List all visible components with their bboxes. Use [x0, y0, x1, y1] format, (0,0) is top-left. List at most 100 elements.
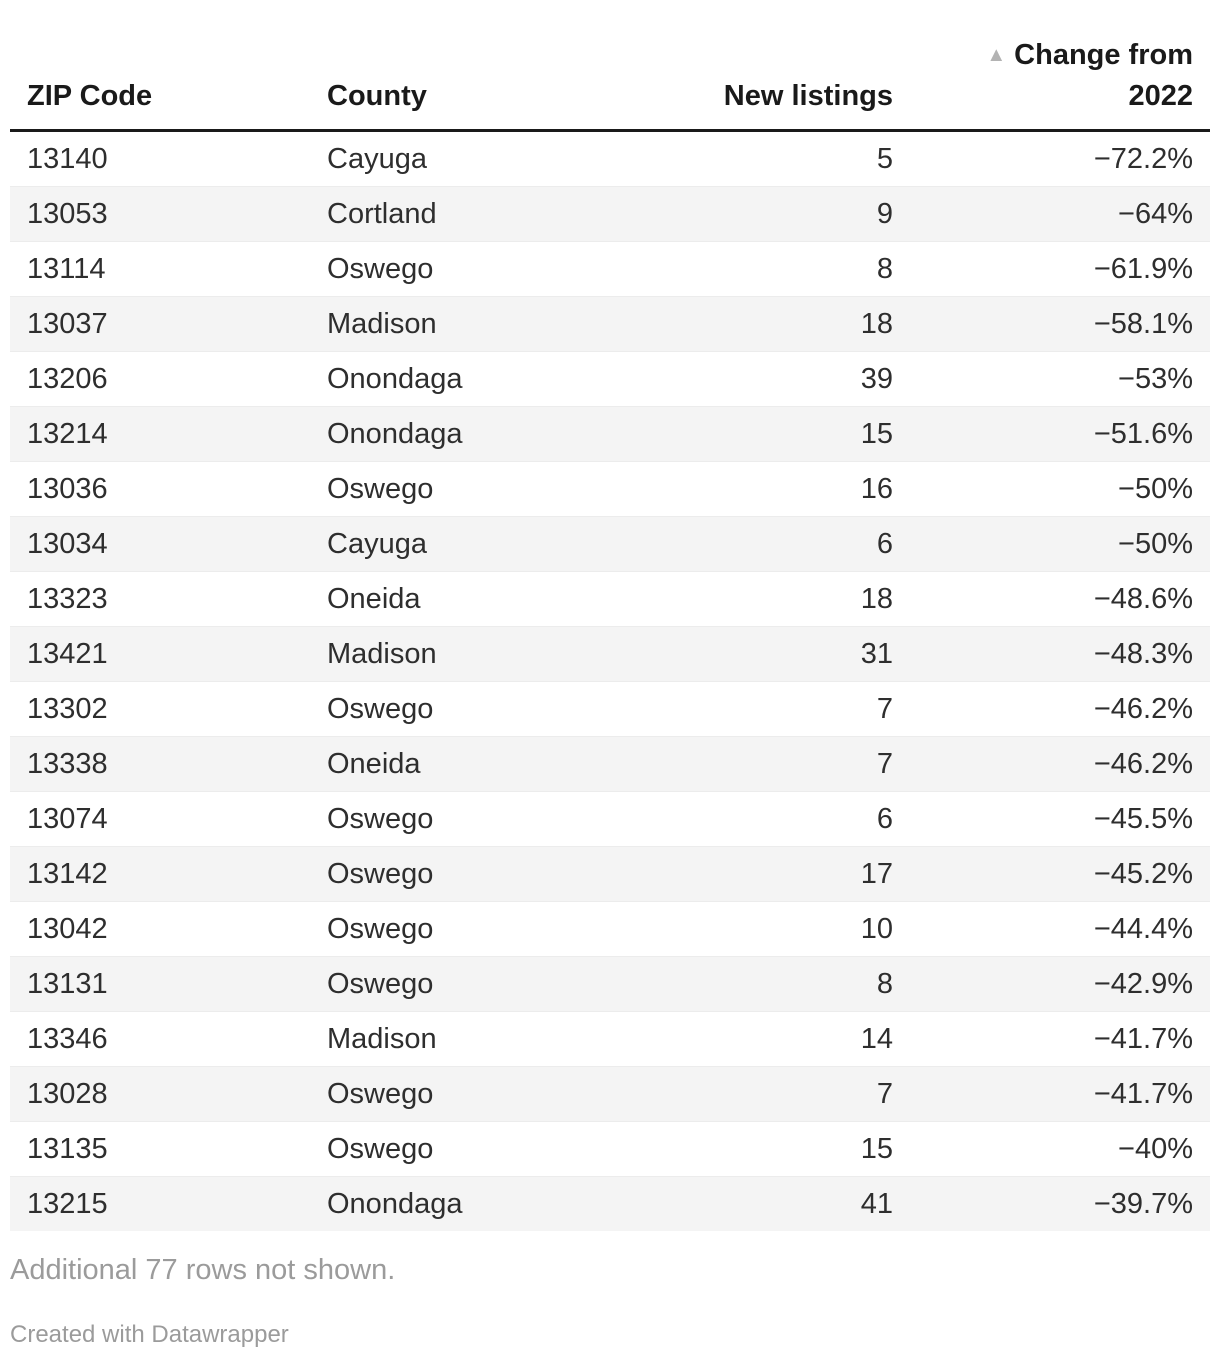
cell-county: Onondaga: [310, 351, 610, 407]
cell-new-listings: 15: [610, 1121, 910, 1177]
table-body: 13140 Cayuga 5 −72.2% 13053 Cortland 9 −64% 1311…: [10, 130, 1210, 1231]
cell-new-listings: 31: [610, 626, 910, 682]
table-row: 13053 Cortland 9 −64%: [10, 186, 1210, 242]
cell-zip: 13140: [27, 142, 108, 175]
cell-county: Cayuga: [327, 142, 427, 175]
cell-new-listings: 8: [610, 241, 910, 297]
cell-new-listings: 6: [610, 791, 910, 847]
column-header-label-line2: 2022: [1128, 80, 1193, 112]
cell-change: −72.2%: [1093, 142, 1193, 175]
cell-zip: 13028: [10, 1066, 310, 1122]
cell-new-listings: 10: [610, 901, 910, 957]
table-row: 13338 Oneida 7 −46.2%: [10, 736, 1210, 792]
column-header-county[interactable]: County: [310, 36, 610, 132]
cell-county: Onondaga: [310, 406, 610, 462]
cell-new-listings: 7: [610, 736, 910, 792]
table-row: 13214 Onondaga 15 −51.6%: [10, 406, 1210, 462]
cell-change: −44.4%: [910, 901, 1210, 957]
cell-zip: 13338: [10, 736, 310, 792]
cell-zip: 13053: [10, 186, 310, 242]
table-row: 13142 Oswego 17 −45.2%: [10, 846, 1210, 902]
cell-new-listings: 8: [610, 956, 910, 1012]
cell-change: −45.2%: [910, 846, 1210, 902]
cell-new-listings: 18: [610, 296, 910, 352]
cell-change: −46.2%: [910, 681, 1210, 737]
cell-county: Cortland: [310, 186, 610, 242]
cell-new-listings: 9: [610, 186, 910, 242]
cell-change: −50%: [910, 516, 1210, 572]
cell-zip: 13074: [10, 791, 310, 847]
cell-change: −41.7%: [910, 1011, 1210, 1067]
table-row: 13028 Oswego 7 −41.7%: [10, 1066, 1210, 1122]
cell-zip: 13302: [10, 681, 310, 737]
table-row: 13302 Oswego 7 −46.2%: [10, 681, 1210, 737]
cell-new-listings: 41: [610, 1176, 910, 1231]
table-row: 13215 Onondaga 41 −39.7%: [10, 1176, 1210, 1231]
table-row: 13042 Oswego 10 −44.4%: [10, 901, 1210, 957]
cell-change: −41.7%: [910, 1066, 1210, 1122]
column-header-new-listings[interactable]: New listings: [610, 36, 910, 132]
cell-change: −40%: [910, 1121, 1210, 1177]
table-row: 13034 Cayuga 6 −50%: [10, 516, 1210, 572]
cell-zip: 13036: [10, 461, 310, 517]
cell-new-listings: 15: [610, 406, 910, 462]
column-header-zip-code[interactable]: ZIP Code: [10, 36, 310, 132]
table-row: 13421 Madison 31 −48.3%: [10, 626, 1210, 682]
cell-zip: 13215: [10, 1176, 310, 1231]
cell-county: Oswego: [310, 1121, 610, 1177]
cell-change: −48.3%: [910, 626, 1210, 682]
table-row: 13131 Oswego 8 −42.9%: [10, 956, 1210, 1012]
cell-county: Oswego: [310, 681, 610, 737]
datawrapper-attribution-link[interactable]: Created with Datawrapper: [10, 1321, 289, 1348]
cell-new-listings: 14: [610, 1011, 910, 1067]
cell-zip: 13135: [10, 1121, 310, 1177]
cell-change: −45.5%: [910, 791, 1210, 847]
cell-county: Oneida: [310, 736, 610, 792]
cell-county: Oswego: [310, 956, 610, 1012]
cell-new-listings: 17: [610, 846, 910, 902]
cell-new-listings: 18: [610, 571, 910, 627]
table-note: Additional 77 rows not shown.: [10, 1254, 396, 1286]
column-header-label-text: Change from: [1014, 39, 1193, 71]
cell-county: Oswego: [310, 1066, 610, 1122]
cell-new-listings: 7: [610, 681, 910, 737]
cell-county: Cayuga: [310, 516, 610, 572]
cell-zip: 13206: [10, 351, 310, 407]
column-header-change-from-2022[interactable]: ▲ Change from 2022: [910, 36, 1210, 132]
table-row: 13323 Oneida 18 −48.6%: [10, 571, 1210, 627]
cell-change: −48.6%: [910, 571, 1210, 627]
cell-zip: 13323: [10, 571, 310, 627]
cell-county: Onondaga: [310, 1176, 610, 1231]
cell-county: Oneida: [310, 571, 610, 627]
sort-ascending-icon: ▲: [986, 44, 1007, 66]
cell-zip: 13131: [10, 956, 310, 1012]
cell-county: Madison: [310, 626, 610, 682]
table-row: 13037 Madison 18 −58.1%: [10, 296, 1210, 352]
cell-zip: 13037: [10, 296, 310, 352]
cell-change: −39.7%: [910, 1176, 1210, 1231]
cell-new-listings: 39: [610, 351, 910, 407]
table-row: 13135 Oswego 15 −40%: [10, 1121, 1210, 1177]
cell-new-listings: 6: [610, 516, 910, 572]
cell-change: −51.6%: [910, 406, 1210, 462]
cell-change: −42.9%: [910, 956, 1210, 1012]
cell-county: Oswego: [310, 846, 610, 902]
cell-zip: 13346: [10, 1011, 310, 1067]
table-row: 13140 Cayuga 5 −72.2%: [10, 130, 1210, 187]
cell-county: Madison: [310, 1011, 610, 1067]
table-row: 13074 Oswego 6 −45.5%: [10, 791, 1210, 847]
cell-county: Oswego: [310, 901, 610, 957]
cell-new-listings: 5: [876, 142, 893, 175]
table-header: ZIP Code County New listings ▲ Change fro…: [10, 36, 1210, 132]
cell-new-listings: 7: [610, 1066, 910, 1122]
cell-change: −53%: [910, 351, 1210, 407]
cell-county: Madison: [310, 296, 610, 352]
cell-county: Oswego: [310, 791, 610, 847]
cell-change: −64%: [910, 186, 1210, 242]
cell-zip: 13034: [10, 516, 310, 572]
data-table: ZIP Code County New listings ▲ Change fro…: [10, 36, 1210, 1231]
cell-county: Oswego: [310, 241, 610, 297]
cell-zip: 13421: [10, 626, 310, 682]
cell-zip: 13114: [10, 241, 310, 297]
cell-zip: 13042: [10, 901, 310, 957]
